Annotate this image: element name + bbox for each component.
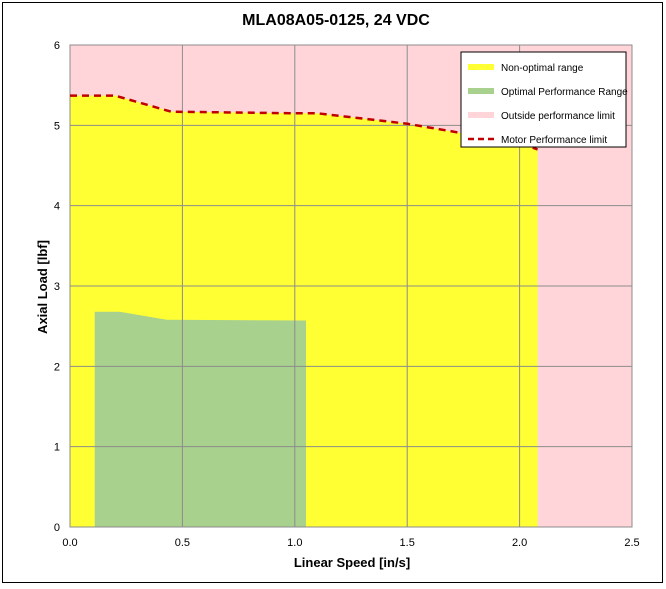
y-tick-label: 1 <box>54 442 60 454</box>
legend-swatch <box>468 64 494 70</box>
legend: Non-optimal range Optimal Performance Ran… <box>460 51 628 148</box>
x-tick-label: 2.5 <box>624 537 639 549</box>
plot-border <box>69 44 633 528</box>
legend-swatch <box>468 112 494 118</box>
tick-labels: 0.0 0.5 1.0 1.5 2.0 2.5 0 1 2 3 4 5 6 <box>54 40 640 549</box>
legend-label: Non-optimal range <box>501 63 584 74</box>
y-tick-label: 6 <box>54 40 60 52</box>
y-tick-label: 0 <box>54 522 60 534</box>
chart-frame: MLA08A05-0125, 24 VDC 0.0 0.5 1.0 1.5 2.0 2.5… <box>2 2 663 583</box>
legend-label: Optimal Performance Range <box>501 87 628 98</box>
chart: MLA08A05-0125, 24 VDC 0.0 0.5 1.0 1.5 2.0 2.5… <box>35 12 640 570</box>
y-axis-label: Axial Load [lbf] <box>35 240 50 334</box>
y-tick-label: 4 <box>54 201 60 213</box>
legend-label: Outside performance limit <box>501 111 615 122</box>
chart-title: MLA08A05-0125, 24 VDC <box>242 12 430 29</box>
area-optimal <box>94 311 307 527</box>
y-tick-label: 5 <box>54 120 60 132</box>
x-tick-label: 2.0 <box>512 537 527 549</box>
x-axis-label: Linear Speed [in/s] <box>294 555 410 570</box>
legend-label: Motor Performance limit <box>501 135 607 146</box>
x-tick-label: 1.0 <box>287 537 302 549</box>
x-tick-label: 0.5 <box>175 537 190 549</box>
x-tick-label: 0.0 <box>62 537 77 549</box>
x-tick-label: 1.5 <box>400 537 415 549</box>
legend-swatch <box>468 88 494 94</box>
grid <box>69 44 633 528</box>
y-tick-label: 2 <box>54 361 60 373</box>
y-tick-label: 3 <box>54 281 60 293</box>
